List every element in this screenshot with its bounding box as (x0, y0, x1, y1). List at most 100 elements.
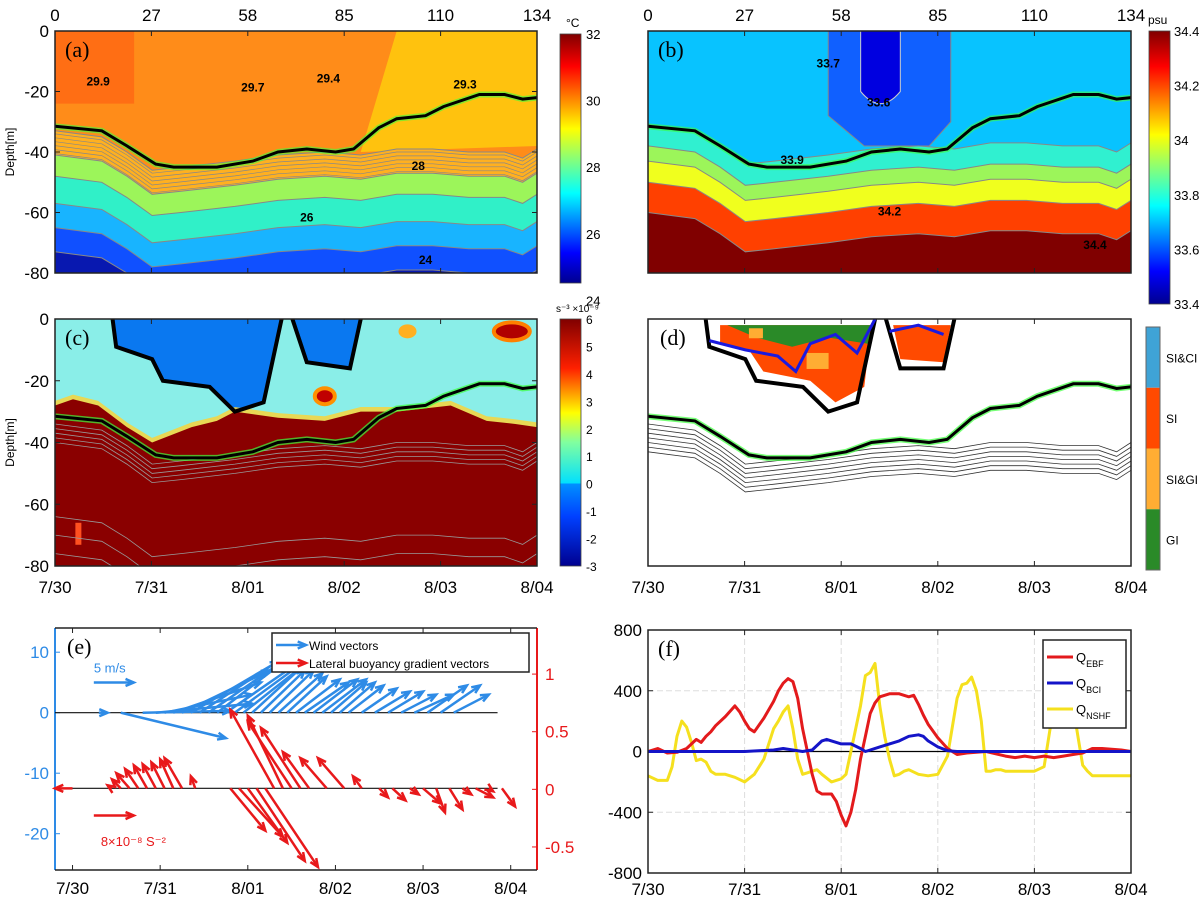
colorbar-tick-label: -2 (586, 533, 597, 547)
wind-vector-head (330, 677, 343, 688)
buoyancy-gradient-vector-head (280, 749, 292, 762)
panel-label: (b) (658, 37, 684, 62)
legend-box (271, 632, 530, 673)
colorbar-category-label: GI (1166, 534, 1179, 548)
wind-vector (260, 669, 306, 714)
wind-vector-head (457, 683, 470, 694)
isotherm-contour (55, 137, 537, 178)
x-tick-label: 8/01 (231, 879, 264, 898)
colorbar-tick-label: 33.4 (1174, 297, 1199, 312)
wind-vector-head (365, 680, 378, 692)
buoyancy-gradient-vector-head (309, 857, 320, 870)
buoyancy-gradient-vector-head (396, 791, 408, 803)
y-tick-label-left: 0 (40, 704, 49, 723)
y-tick-label: -40 (24, 143, 49, 162)
contour-label: 28 (412, 159, 426, 173)
y-tick-label: -40 (24, 434, 49, 453)
positive-patch (491, 320, 532, 343)
x-tick-label: 7/30 (56, 879, 89, 898)
isopycnal-contour (55, 437, 537, 479)
buoyancy-gradient-vector-head (162, 755, 173, 768)
x-tick-label: 7/31 (135, 578, 168, 597)
buoyancy-gradient-vector (246, 787, 289, 844)
x-tick-label: 8/01 (231, 578, 264, 597)
buoyancy-gradient-vector (229, 709, 276, 789)
wind-vector (268, 669, 315, 714)
contour-label: 34.4 (1083, 238, 1107, 252)
wind-vector-head (427, 693, 440, 703)
panel-c-field (55, 319, 537, 566)
colorbar-unit: psu (1148, 13, 1167, 27)
colorbar-salinity (1148, 30, 1171, 305)
colorbar-tick-label: 32 (586, 27, 600, 42)
x-tick-label: 7/30 (631, 880, 664, 898)
temperature-layer (360, 31, 537, 152)
thick-boundary-line (110, 319, 363, 414)
x-tick-label-top: 134 (1117, 6, 1145, 25)
x-tick-label-top: 85 (928, 6, 947, 25)
mixed-layer-depth-line (648, 382, 1131, 460)
isopycnal-contour (648, 446, 1131, 488)
panel-a-field (55, 31, 537, 273)
colorbar-unit: s⁻³ ×10⁻⁹ (556, 304, 599, 315)
y-tick-label: 0 (40, 310, 49, 329)
y-tick-label: -400 (608, 803, 642, 822)
buoyancy-gradient-vector (500, 787, 517, 808)
panel-f: 7/30 7/31 8/01 8/02 8/03 8/04 800 400 0 -400 -800 Q… (608, 621, 1148, 898)
buoyancy-gradient-vector-head (259, 725, 270, 737)
wind-vector-head (479, 693, 492, 703)
legend-label-main: Q (1076, 702, 1086, 717)
colorbar-tick-label: 34.2 (1174, 79, 1199, 94)
colorbar-frame (1145, 326, 1161, 571)
isotherm-contour (55, 154, 537, 195)
buoyancy-gradient-vector (124, 768, 140, 790)
buoyancy-gradient-vector (316, 757, 346, 790)
legend-label-sub: EBF (1086, 659, 1104, 669)
x-tick-label: 8/03 (424, 578, 457, 597)
isotherm-contour (55, 133, 537, 174)
salinity-layer (648, 212, 1131, 273)
panel-label: (d) (660, 325, 686, 350)
buoyancy-gradient-vector-head (437, 803, 447, 816)
legend-label: Lateral buoyancy gradient vectors (309, 657, 489, 671)
buoyancy-gradient-vector (264, 787, 319, 868)
y-tick-label-right: 1 (545, 665, 554, 684)
blue-boundary-line (708, 319, 945, 374)
wind-scale-arrow-head (125, 677, 138, 688)
buoyancy-gradient-vector (229, 787, 267, 832)
buoyancy-gradient-vector-head (484, 783, 496, 794)
buoyancy-gradient-vector-head (114, 770, 125, 783)
x-tick-label: 8/03 (407, 879, 440, 898)
wind-vector (330, 681, 367, 714)
legend-arrow-head (297, 658, 310, 668)
x-tick-label: 7/31 (728, 578, 761, 597)
wind-vector (312, 678, 359, 714)
negative-region (292, 319, 361, 369)
panel-a: 29.9 29.7 29.4 29.3 28 26 24 0 27 58 85 110 134 0 -20 -… (3, 6, 600, 308)
mixed-layer-depth-line (648, 93, 1131, 169)
y-axis-label: Depth[m] (3, 128, 17, 177)
x-tick-label-top: 110 (427, 6, 454, 25)
y-tick-label: -20 (24, 83, 49, 102)
x-tick-label-top: 27 (142, 6, 161, 25)
wind-vector (400, 693, 437, 714)
low-salinity-core (860, 31, 901, 105)
x-tick-label-top: 27 (735, 6, 754, 25)
buoyancy-gradient-vector-head (484, 789, 497, 799)
x-tick-label: 8/02 (921, 880, 954, 898)
colorbar-tick-label: 33.6 (1174, 242, 1199, 257)
series-line-bci (648, 733, 1131, 753)
wind-vector (347, 684, 385, 714)
contour-label: 29.4 (317, 71, 341, 85)
y-tick-label-right: 0 (545, 780, 554, 799)
colorbar-tick-label: 1 (586, 450, 593, 464)
isotherm-contour (55, 202, 537, 244)
legend-label-sub: BCI (1086, 685, 1101, 695)
y-tick-label-right: -0.5 (545, 838, 574, 857)
buoyancy-gradient-vector-head (315, 755, 327, 768)
temperature-layer (55, 227, 537, 273)
contour-label: 33.6 (867, 96, 891, 110)
x-tick-label: 8/04 (520, 578, 553, 597)
instability-GI (727, 325, 872, 347)
